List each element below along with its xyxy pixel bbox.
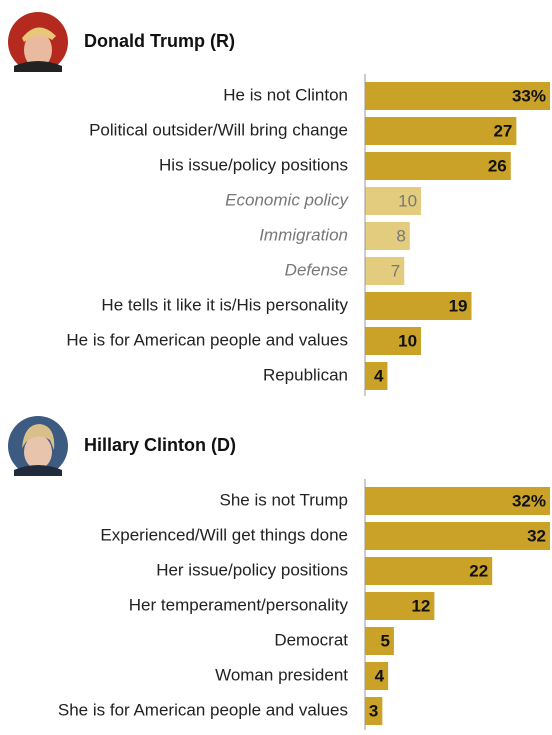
bar [365, 627, 394, 655]
category-label: Defense [285, 260, 348, 279]
category-label: He is not Clinton [223, 85, 348, 104]
category-label: Woman president [215, 665, 348, 684]
value-label: 27 [493, 121, 512, 140]
category-label: His issue/policy positions [159, 155, 348, 174]
photo-trump [8, 12, 68, 72]
bar [365, 327, 422, 355]
value-label: 26 [488, 156, 507, 175]
value-label: 4 [374, 366, 384, 385]
bar [365, 697, 383, 725]
value-label: 32 [527, 526, 546, 545]
bar [365, 152, 511, 180]
bar [365, 522, 550, 550]
value-label: 33% [512, 86, 546, 105]
bar [365, 662, 389, 690]
photo-clinton [8, 416, 68, 476]
value-label: 19 [449, 296, 468, 315]
category-label: Experienced/Will get things done [100, 525, 348, 544]
value-label: 32% [512, 491, 546, 510]
category-label: Republican [263, 365, 348, 384]
bar [365, 187, 422, 215]
bar [365, 487, 550, 515]
category-label: Her temperament/personality [129, 595, 349, 614]
bar [365, 222, 410, 250]
category-label: Her issue/policy positions [156, 560, 348, 579]
value-label: 8 [396, 226, 405, 245]
category-label: Economic policy [225, 190, 349, 209]
value-label: 22 [469, 561, 488, 580]
bar [365, 257, 405, 285]
category-label: Immigration [259, 225, 348, 244]
category-label: He is for American people and values [66, 330, 348, 349]
bar [365, 592, 435, 620]
category-label: Political outsider/Will bring change [89, 120, 348, 139]
category-label: Democrat [274, 630, 348, 649]
chart-title: Hillary Clinton (D) [84, 435, 236, 455]
category-label: She is for American people and values [58, 700, 348, 719]
value-label: 5 [380, 631, 389, 650]
value-label: 12 [411, 596, 430, 615]
value-label: 7 [391, 261, 400, 280]
bar [365, 292, 472, 320]
value-label: 4 [375, 666, 385, 685]
category-label: She is not Trump [219, 490, 348, 509]
bar [365, 362, 388, 390]
value-label: 10 [398, 331, 417, 350]
category-label: He tells it like it is/His personality [101, 295, 348, 314]
bar [365, 117, 517, 145]
chart-title: Donald Trump (R) [84, 31, 235, 51]
value-label: 3 [369, 701, 378, 720]
bar [365, 557, 493, 585]
bar [365, 82, 550, 110]
value-label: 10 [398, 191, 417, 210]
